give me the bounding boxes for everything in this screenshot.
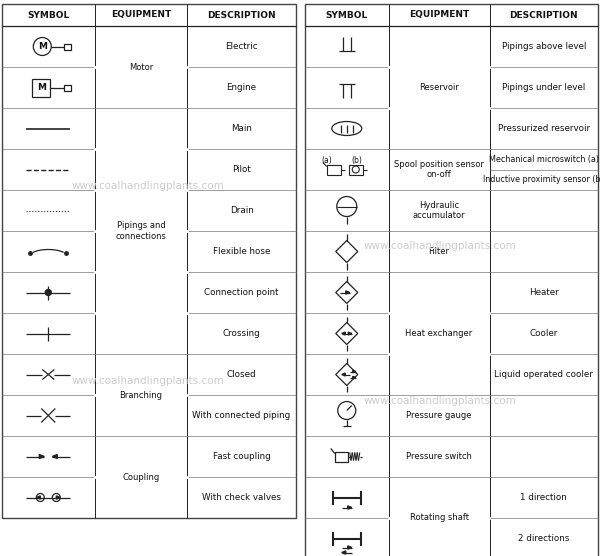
Polygon shape (346, 291, 350, 294)
Text: (b): (b) (352, 156, 362, 165)
Bar (64, 85, 71, 91)
Text: Pipings above level: Pipings above level (502, 42, 586, 51)
Polygon shape (40, 454, 44, 459)
Text: SYMBOL: SYMBOL (326, 11, 368, 19)
Bar (64, 43, 71, 49)
Polygon shape (342, 332, 345, 335)
Bar (32, 78, 50, 97)
Text: Electric: Electric (225, 42, 258, 51)
Text: M: M (37, 83, 46, 92)
Polygon shape (342, 551, 346, 554)
Polygon shape (353, 376, 356, 379)
Text: Heat exchanger: Heat exchanger (406, 329, 473, 338)
Text: Pressure gauge: Pressure gauge (406, 411, 472, 420)
Text: Hydraulic
accumulator: Hydraulic accumulator (413, 201, 466, 220)
Polygon shape (348, 546, 352, 549)
Text: Pilot: Pilot (232, 165, 251, 174)
Text: Reservoir: Reservoir (419, 83, 459, 92)
Circle shape (46, 290, 52, 295)
Text: With check valves: With check valves (202, 493, 281, 502)
Text: www.coalhandlingplants.com: www.coalhandlingplants.com (364, 241, 517, 251)
Polygon shape (52, 454, 58, 459)
Bar (327, 165, 341, 175)
Text: Rotating shaft: Rotating shaft (410, 514, 469, 523)
Text: Drain: Drain (230, 206, 253, 215)
Text: EQUIPMENT: EQUIPMENT (111, 11, 171, 19)
Text: Crossing: Crossing (223, 329, 260, 338)
Polygon shape (353, 370, 356, 373)
Polygon shape (37, 496, 40, 499)
Text: Motor: Motor (129, 62, 153, 72)
Text: Engine: Engine (227, 83, 257, 92)
Text: Pressure switch: Pressure switch (406, 452, 472, 461)
Polygon shape (348, 332, 352, 335)
Text: Inductive proximity sensor (b): Inductive proximity sensor (b) (484, 175, 600, 184)
Text: Pipings and
connections: Pipings and connections (115, 221, 166, 241)
Text: Liquid operated cooler: Liquid operated cooler (494, 370, 593, 379)
Text: Flexible hose: Flexible hose (213, 247, 270, 256)
Text: Pressurized reservoir: Pressurized reservoir (498, 124, 590, 133)
Text: With connected piping: With connected piping (193, 411, 291, 420)
Text: Main: Main (231, 124, 252, 133)
Text: SYMBOL: SYMBOL (27, 11, 70, 19)
Text: Heater: Heater (529, 288, 559, 297)
Text: www.coalhandlingplants.com: www.coalhandlingplants.com (364, 396, 517, 406)
Bar (335, 451, 348, 461)
Text: Filter: Filter (428, 247, 449, 256)
Text: Connection point: Connection point (205, 288, 279, 297)
Text: DESCRIPTION: DESCRIPTION (509, 11, 578, 19)
Text: www.coalhandlingplants.com: www.coalhandlingplants.com (71, 181, 224, 191)
Text: (a): (a) (322, 156, 332, 165)
Polygon shape (342, 373, 345, 376)
Text: 2 directions: 2 directions (518, 534, 569, 543)
Text: Cooler: Cooler (530, 329, 558, 338)
Text: Closed: Closed (227, 370, 256, 379)
Bar (2, 4, 296, 518)
Text: 1 direction: 1 direction (520, 493, 567, 502)
Bar (305, 4, 598, 556)
Text: M: M (38, 42, 47, 51)
Bar (349, 165, 363, 175)
Text: www.coalhandlingplants.com: www.coalhandlingplants.com (71, 376, 224, 386)
Text: Spool position sensor
on-off: Spool position sensor on-off (394, 160, 484, 179)
Polygon shape (56, 496, 61, 499)
Text: Mechanical microswitch (a): Mechanical microswitch (a) (489, 155, 599, 164)
Text: Pipings under level: Pipings under level (502, 83, 586, 92)
Text: DESCRIPTION: DESCRIPTION (207, 11, 276, 19)
Text: EQUIPMENT: EQUIPMENT (409, 11, 469, 19)
Polygon shape (348, 506, 352, 509)
Text: Fast coupling: Fast coupling (213, 452, 271, 461)
Text: Coupling: Coupling (122, 473, 160, 481)
Text: Branching: Branching (119, 390, 163, 400)
